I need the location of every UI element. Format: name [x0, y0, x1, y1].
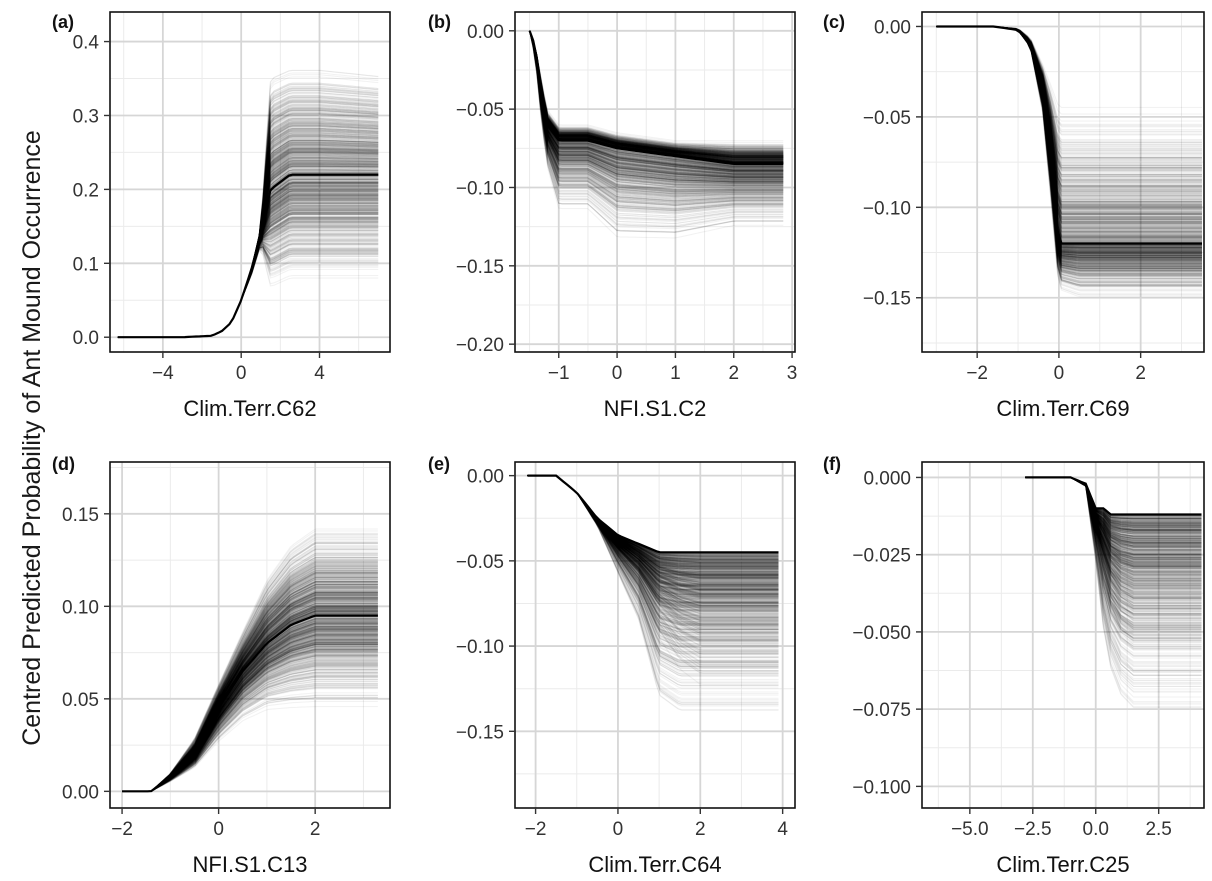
x-tick-label: 0	[236, 363, 247, 384]
x-tick-label: 2	[728, 363, 739, 384]
x-tick-label: −2	[966, 363, 988, 384]
y-tick-label: 0.0	[73, 328, 99, 349]
y-tick-label: 0.00	[62, 782, 99, 803]
y-tick-label: 0.15	[62, 505, 99, 526]
y-tick-label: 0.3	[73, 106, 99, 127]
y-tick-label: 0.4	[73, 33, 100, 54]
panels-group: −4 0 4 0.0 0.1 0.2 0.3 0.4 Clim.Terr.C62 (a) −1 0 1 2…	[52, 12, 1204, 876]
x-tick-label: 2	[1135, 363, 1146, 384]
x-tick-label: 1	[670, 363, 681, 384]
panel-label: (d)	[52, 454, 75, 474]
x-axis-label: Clim.Terr.C69	[996, 396, 1129, 421]
x-tick-label: −4	[152, 363, 174, 384]
panel-c: −2 0 2 0.00 −0.05 −0.10 −0.15 Clim.Terr.C69 (c)	[823, 12, 1204, 421]
x-tick-label: 2	[310, 819, 321, 840]
y-tick-label: 0.05	[62, 690, 99, 711]
y-tick-label: −0.05	[456, 100, 504, 121]
x-tick-label: −1	[548, 363, 570, 384]
y-tick-label: 0.2	[73, 180, 99, 201]
x-tick-label: 0	[1054, 363, 1065, 384]
x-axis-label: NFI.S1.C2	[604, 396, 707, 421]
y-tick-label: −0.20	[456, 335, 504, 356]
x-tick-label: 0	[213, 819, 224, 840]
x-axis-label: Clim.Terr.C62	[183, 396, 316, 421]
panel-d: −2 0 2 0.00 0.05 0.10 0.15 NFI.S1.C13 (d)	[52, 454, 390, 876]
x-tick-label: 4	[314, 363, 325, 384]
panel-a: −4 0 4 0.0 0.1 0.2 0.3 0.4 Clim.Terr.C62 (a)	[52, 12, 390, 421]
y-tick-label: 0.10	[62, 597, 99, 618]
x-tick-label: 3	[787, 363, 798, 384]
figure-y-axis-label: Centred Predicted Probability of Ant Mou…	[18, 130, 46, 746]
y-tick-label: −0.10	[456, 178, 504, 199]
x-tick-label: 0	[612, 363, 623, 384]
y-tick-label: 0.00	[467, 22, 504, 43]
y-tick-label: −0.15	[863, 289, 911, 310]
y-tick-label: −0.10	[863, 198, 911, 219]
panel-label: (c)	[823, 12, 845, 32]
x-tick-label: −2	[111, 819, 133, 840]
panel-label: (b)	[428, 12, 451, 32]
y-tick-label: 0.1	[73, 254, 99, 275]
panel-b: −1 0 1 2 3 0.00 −0.05 −0.10 −0.15 −0.20 NFI.S1.C2 (…	[428, 12, 797, 421]
y-tick-label: −0.15	[456, 257, 504, 278]
y-tick-label: 0.00	[874, 17, 911, 38]
panel-label: (a)	[52, 12, 74, 32]
x-axis-label: NFI.S1.C13	[193, 852, 308, 876]
y-tick-label: −0.05	[863, 108, 911, 129]
